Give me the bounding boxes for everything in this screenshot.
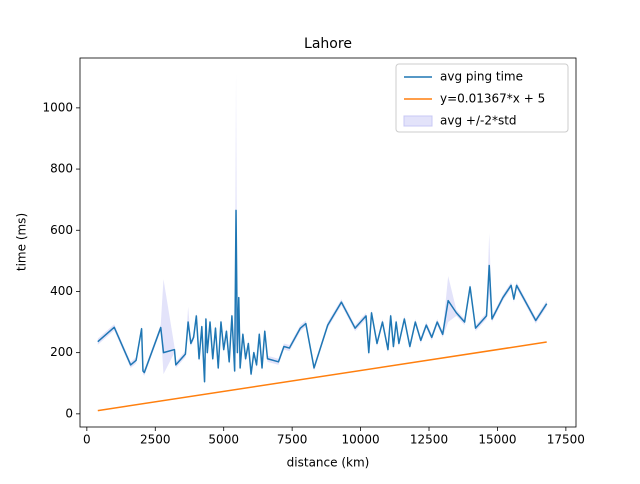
series-line: [97, 209, 548, 383]
series-line: [97, 341, 547, 412]
x-tick-label: 10000: [341, 433, 379, 447]
y-tick-label: 600: [50, 223, 73, 237]
chart-title: Lahore: [304, 36, 352, 52]
x-axis-label: distance (km): [287, 456, 370, 470]
y-tick-label: 800: [50, 162, 73, 176]
y-tick-label: 200: [50, 345, 73, 359]
plot-frame: [79, 57, 577, 428]
y-tick-label: 400: [50, 284, 73, 298]
x-tick-label: 17500: [547, 433, 585, 447]
x-tick-label: 2500: [140, 433, 171, 447]
y-axis-label: time (ms): [15, 213, 29, 271]
legend-label: avg ping time: [440, 70, 523, 84]
y-tick-label: 0: [65, 406, 73, 420]
legend-swatch: [403, 115, 433, 127]
x-tick-label: 12500: [410, 433, 448, 447]
x-tick-label: 5000: [208, 433, 239, 447]
x-tick-label: 0: [83, 433, 91, 447]
legend-label: avg +/-2*std: [440, 114, 517, 128]
x-tick-label: 15000: [478, 433, 516, 447]
y-tick-label: 1000: [42, 100, 73, 114]
legend-box: [395, 63, 569, 133]
x-tick-label: 7500: [277, 433, 308, 447]
legend-label: y=0.01367*x + 5: [440, 92, 545, 106]
